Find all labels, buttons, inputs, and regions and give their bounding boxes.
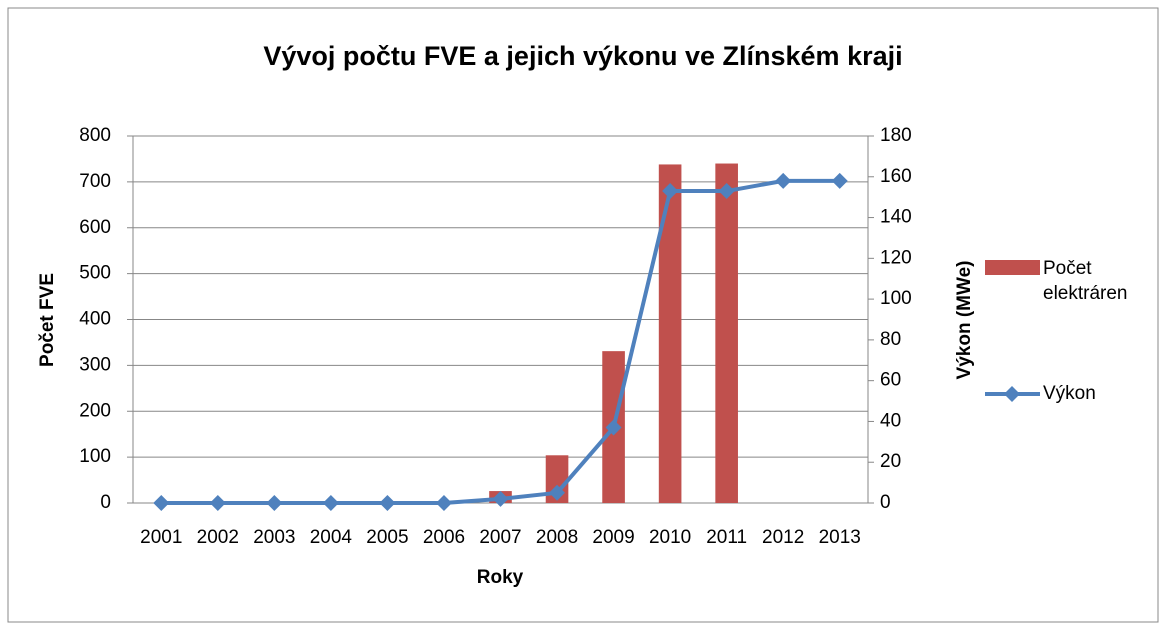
x-tick-label: 2013 [819,527,861,548]
y-tick-label: 500 [79,263,111,284]
marker [209,495,226,511]
x-tick-label: 2007 [479,527,521,548]
marker [379,495,396,511]
marker [322,495,339,511]
y-tick-label: 400 [79,309,111,330]
y2-axis-title: Výkon (MWe) [954,261,975,380]
legend-label: Výkon [1043,383,1096,404]
marker [605,419,622,436]
y-tick-label: 600 [79,217,111,238]
y2-tick-label: 80 [880,329,901,350]
x-tick-label: 2004 [310,527,353,548]
chart-border [7,7,1159,623]
y-tick-label: 0 [100,492,111,513]
legend-swatch [985,260,1040,275]
y2-tick-label: 40 [880,410,901,431]
x-axis-title: Roky [477,567,524,588]
y-tick-label: 100 [79,446,111,467]
marker [662,183,679,200]
x-tick-label: 2011 [706,527,747,548]
bar [715,163,738,503]
x-tick-label: 2006 [423,527,465,548]
x-tick-label: 2012 [762,527,804,548]
y2-tick-label: 140 [880,207,912,228]
x-tick-label: 2010 [649,527,691,548]
y2-tick-label: 0 [880,492,891,513]
x-tick-label: 2008 [536,527,578,548]
x-tick-label: 2009 [592,527,634,548]
marker [831,172,848,189]
marker [266,495,283,511]
y-tick-label: 300 [79,354,111,375]
y2-tick-label: 20 [880,451,901,472]
marker [775,172,792,189]
legend-label: Počet elektráren [1043,258,1128,304]
marker [153,495,170,511]
marker [435,495,452,511]
y2-tick-label: 100 [880,288,912,309]
x-tick-label: 2001 [140,527,182,548]
marker [549,484,566,501]
x-tick-label: 2002 [197,527,239,548]
y2-tick-label: 60 [880,370,901,391]
marker [718,183,735,200]
x-tick-label: 2003 [253,527,295,548]
y-axis-title: Počet FVE [37,273,58,367]
y2-tick-label: 180 [880,125,912,146]
y-tick-label: 700 [79,171,111,192]
legend-swatch [1004,386,1020,402]
bar [658,164,682,503]
chart-title: Vývoj počtu FVE a jejich výkonu ve Zlíns… [263,41,902,71]
y-tick-label: 800 [79,125,111,146]
x-tick-label: 2005 [366,527,408,548]
y2-tick-label: 120 [880,247,912,268]
y2-tick-label: 160 [880,166,912,187]
marker [492,490,509,507]
y-tick-label: 200 [79,400,111,421]
